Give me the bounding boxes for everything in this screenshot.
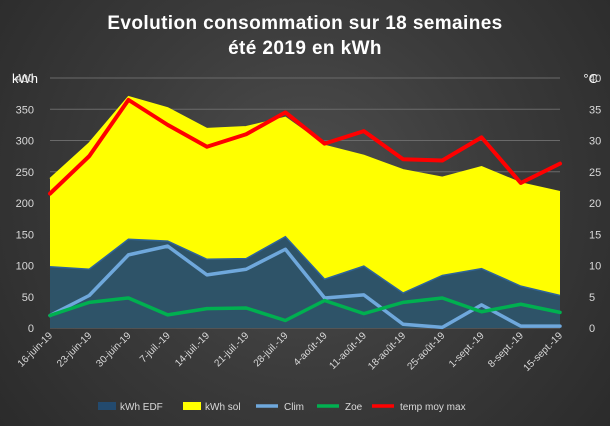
left-tick-label: 250 [16,167,34,179]
x-tick-label: 18-août-19 [366,330,408,372]
area-edge-kwh-sol [49,95,561,193]
x-tick-label: 23-juin-19 [55,330,95,370]
area-edge-kwh-edf [49,235,561,297]
x-tick-label: 8-sept.-19 [486,330,526,370]
legend: kWh EDF kWh sol Clim Zoe temp moy max [98,402,466,413]
legend-swatch [98,402,116,410]
right-tick-label: 10 [589,261,601,273]
right-tick-label: 30 [589,136,601,148]
left-tick-label: 300 [16,136,34,148]
left-tick-label: 50 [22,292,34,304]
left-axis-ticks: 0 50 100 150 200 250 300 350 400 [16,73,34,335]
legend-item: temp moy max [372,402,466,413]
x-tick-label: 30-juin-19 [94,330,134,370]
right-tick-label: 25 [589,167,601,179]
legend-label: kWh sol [205,402,241,413]
area-layer [49,95,561,328]
x-tick-label: 14-juil.-19 [173,330,212,369]
x-tick-label: 21-juil.-19 [212,330,251,369]
x-axis-ticks: 16-juin-19 23-juin-19 30-juin-19 7-juil.-19… [16,330,566,374]
right-tick-label: 40 [589,73,601,85]
right-tick-label: 15 [589,229,601,241]
x-tick-label: 15-sept.-19 [522,330,566,374]
right-tick-label: 20 [589,198,601,210]
left-tick-label: 200 [16,198,34,210]
left-axis-unit: kWh [12,71,38,86]
left-tick-label: 350 [16,104,34,116]
legend-label: temp moy max [400,402,466,413]
line-layer [48,97,562,330]
area-kwh-edf [50,236,560,328]
left-tick-label: 400 [16,73,34,85]
x-tick-label: 25-août-19 [405,330,447,372]
x-tick-label: 16-juin-19 [16,330,56,370]
legend-item: Clim [256,402,304,413]
legend-label: Clim [284,402,304,413]
legend-label: Zoe [345,402,363,413]
left-tick-label: 100 [16,261,34,273]
left-tick-label: 150 [16,229,34,241]
legend-item: Zoe [317,402,363,413]
right-tick-label: 35 [589,104,601,116]
line-temp-moy-max [48,97,562,196]
right-tick-label: 0 [589,323,595,335]
x-tick-label: 11-août-19 [328,330,370,372]
legend-label: kWh EDF [120,402,163,413]
chart-title-line-1: Evolution consommation sur 18 semaines [107,13,502,34]
legend-swatch [183,402,201,410]
x-tick-label: 28-juil.-19 [252,330,291,369]
right-axis-ticks: 0 5 10 15 20 25 30 35 40 [589,73,601,335]
right-axis-unit: °C [583,71,598,86]
x-tick-label: 7-juil.-19 [138,330,173,365]
legend-item: kWh EDF [98,402,163,413]
legend-item: kWh sol [183,402,241,413]
x-tick-label: 1-sept.-19 [447,330,487,370]
right-tick-label: 5 [589,292,595,304]
x-tick-label: 4-août-19 [292,330,330,368]
left-tick-label: 0 [28,323,34,335]
line-zoe [48,296,562,323]
chart-title-line-2: été 2019 en kWh [228,38,382,59]
